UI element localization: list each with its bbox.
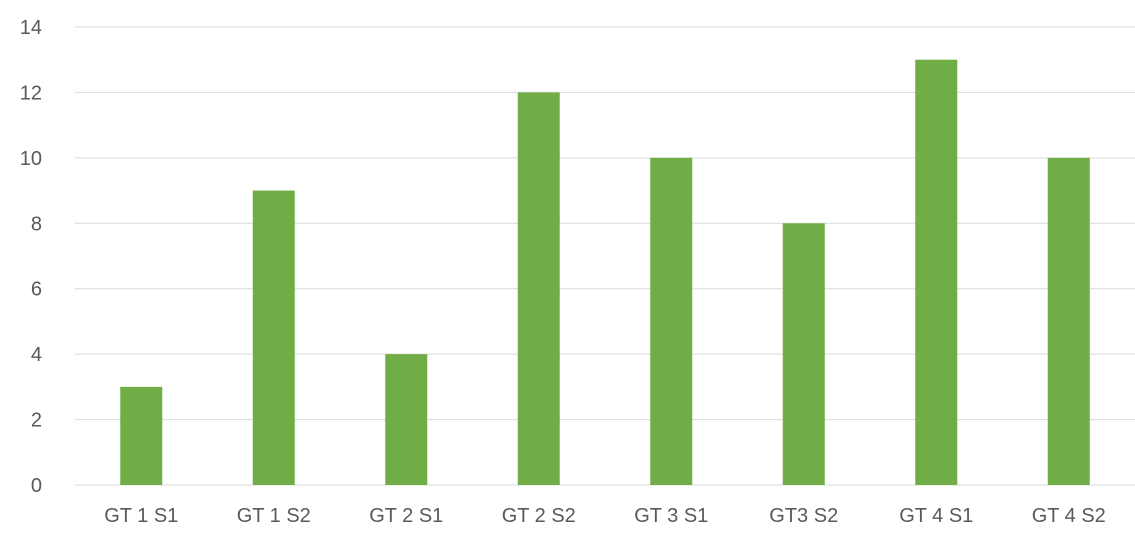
x-tick-label: GT 2 S1 bbox=[369, 505, 443, 527]
y-tick-label: 12 bbox=[20, 82, 42, 104]
y-tick-label: 4 bbox=[31, 344, 42, 366]
y-tick-label: 14 bbox=[20, 17, 42, 39]
bar-gt-2-s1 bbox=[385, 354, 428, 485]
gridlines bbox=[75, 26, 1135, 486]
x-tick-label: GT 2 S2 bbox=[502, 505, 576, 527]
bar-gt3-s2 bbox=[782, 223, 825, 486]
bars bbox=[120, 59, 1090, 486]
bar-gt-1-s2 bbox=[252, 190, 295, 486]
x-tick-label: GT 1 S1 bbox=[104, 505, 178, 527]
y-tick-label: 8 bbox=[31, 213, 42, 235]
y-tick-label: 0 bbox=[31, 475, 42, 497]
x-tick-label: GT3 S2 bbox=[769, 505, 838, 527]
bar-gt-3-s1 bbox=[650, 157, 693, 485]
x-axis-ticks: GT 1 S1 GT 1 S2 GT 2 S1 GT 2 S2 GT 3 S1 GT3 S… bbox=[104, 505, 1106, 527]
x-tick-label: GT 4 S1 bbox=[899, 505, 973, 527]
x-tick-label: GT 4 S2 bbox=[1032, 505, 1106, 527]
x-tick-label: GT 1 S2 bbox=[237, 505, 311, 527]
bar-gt-2-s2 bbox=[517, 92, 560, 485]
x-tick-label: GT 3 S1 bbox=[634, 505, 708, 527]
bar-gt-4-s2 bbox=[1047, 157, 1090, 485]
y-tick-label: 2 bbox=[31, 410, 42, 432]
y-axis-ticks: 0 2 4 6 8 10 12 14 bbox=[20, 17, 42, 497]
bar-gt-1-s1 bbox=[120, 386, 163, 485]
bar-gt-4-s1 bbox=[915, 59, 958, 485]
y-tick-label: 6 bbox=[31, 279, 42, 301]
y-tick-label: 10 bbox=[20, 148, 42, 170]
